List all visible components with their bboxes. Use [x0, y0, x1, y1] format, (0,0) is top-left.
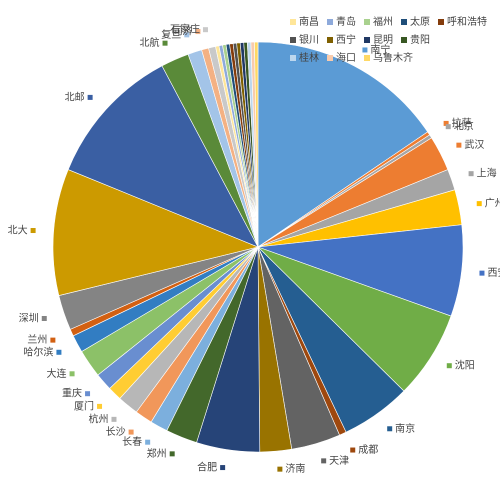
- label-marker: [145, 439, 151, 445]
- label-marker: [479, 270, 485, 276]
- label-marker: [202, 27, 208, 33]
- label-marker: [128, 429, 134, 435]
- slice-label: 复旦: [161, 28, 181, 41]
- label-marker: [446, 363, 452, 369]
- slice-label: 郑州: [147, 447, 167, 460]
- label-marker: [220, 465, 226, 471]
- slice-label: 大连: [47, 367, 67, 380]
- slice-label: 南京: [395, 422, 415, 435]
- slice-label: 厦门: [74, 399, 94, 412]
- legend-label: 福州: [373, 15, 393, 28]
- slice-label: 济南: [285, 462, 305, 475]
- legend-marker: [438, 19, 444, 25]
- legend-label: 南昌: [299, 15, 319, 28]
- pie-slice: [52, 169, 259, 296]
- slice-label: 北航: [140, 36, 160, 49]
- label-marker: [50, 337, 56, 343]
- legend-marker: [401, 37, 407, 43]
- slice-label: 杭州: [88, 412, 108, 425]
- label-marker: [443, 120, 449, 126]
- legend-marker: [364, 19, 370, 25]
- slice-label: 北大: [8, 224, 28, 237]
- legend-label: 贵阳: [410, 33, 430, 46]
- legend-label: 桂林: [299, 51, 319, 64]
- label-marker: [195, 29, 201, 35]
- slice-label: 沈阳: [455, 359, 475, 372]
- legend-marker: [327, 19, 333, 25]
- slice-label: 武汉: [464, 138, 484, 151]
- slice-label: 长沙: [106, 426, 126, 438]
- label-marker: [87, 94, 93, 100]
- label-marker: [277, 466, 283, 472]
- legend-label: 太原: [410, 15, 430, 28]
- legend-label: 乌鲁木齐: [373, 51, 413, 64]
- slice-label: 西安: [487, 266, 500, 279]
- slice-label: 重庆: [62, 387, 82, 400]
- label-marker: [362, 47, 368, 53]
- slice-label: 上海: [477, 167, 497, 180]
- label-marker: [162, 40, 168, 46]
- slice-label: 拉萨: [452, 116, 472, 129]
- slice-label: 南宁: [370, 43, 390, 56]
- slice-label: 北邮: [65, 90, 85, 103]
- slice-label: 成都: [358, 444, 378, 456]
- label-marker: [56, 349, 62, 355]
- legend-marker: [401, 19, 407, 25]
- label-marker: [321, 458, 327, 464]
- legend-label: 海口: [336, 51, 356, 64]
- legend-marker: [290, 37, 296, 43]
- slice-label: 合肥: [197, 461, 217, 474]
- slice-label: 兰州: [27, 333, 47, 346]
- legend-label: 西宁: [336, 33, 356, 46]
- pie-slice: [254, 41, 259, 248]
- legend-marker: [327, 37, 333, 43]
- legend-marker: [364, 55, 370, 61]
- slice-label: 天津: [329, 455, 349, 467]
- label-marker: [445, 124, 451, 130]
- label-marker: [476, 201, 482, 207]
- legend-label: 银川: [299, 33, 319, 46]
- slice-label: 深圳: [19, 312, 39, 324]
- slice-label: 石家庄: [170, 23, 200, 36]
- label-marker: [350, 447, 356, 453]
- label-marker: [97, 403, 103, 409]
- label-marker: [111, 416, 117, 422]
- slice-label: 广州: [485, 198, 500, 210]
- legend-marker: [290, 19, 296, 25]
- label-marker: [30, 228, 36, 234]
- label-marker: [468, 171, 474, 177]
- slice-label: 北京: [454, 120, 474, 133]
- legend-marker: [290, 55, 296, 61]
- slice-label: 长春: [122, 436, 142, 448]
- legend-label: 昆明: [373, 34, 393, 46]
- label-marker: [69, 371, 75, 377]
- legend-label: 青岛: [336, 15, 356, 28]
- label-marker: [184, 32, 190, 38]
- label-marker: [169, 451, 175, 457]
- label-marker: [387, 426, 393, 432]
- label-marker: [85, 391, 91, 397]
- slice-label: 同济: [172, 25, 192, 38]
- slice-label: 哈尔滨: [23, 345, 53, 358]
- legend-label: 呼和浩特: [447, 16, 487, 28]
- legend-marker: [327, 55, 333, 61]
- label-marker: [41, 315, 47, 321]
- label-marker: [456, 142, 462, 148]
- pie-slice: [67, 65, 259, 248]
- pie-slice: [257, 41, 429, 248]
- legend-marker: [364, 37, 370, 43]
